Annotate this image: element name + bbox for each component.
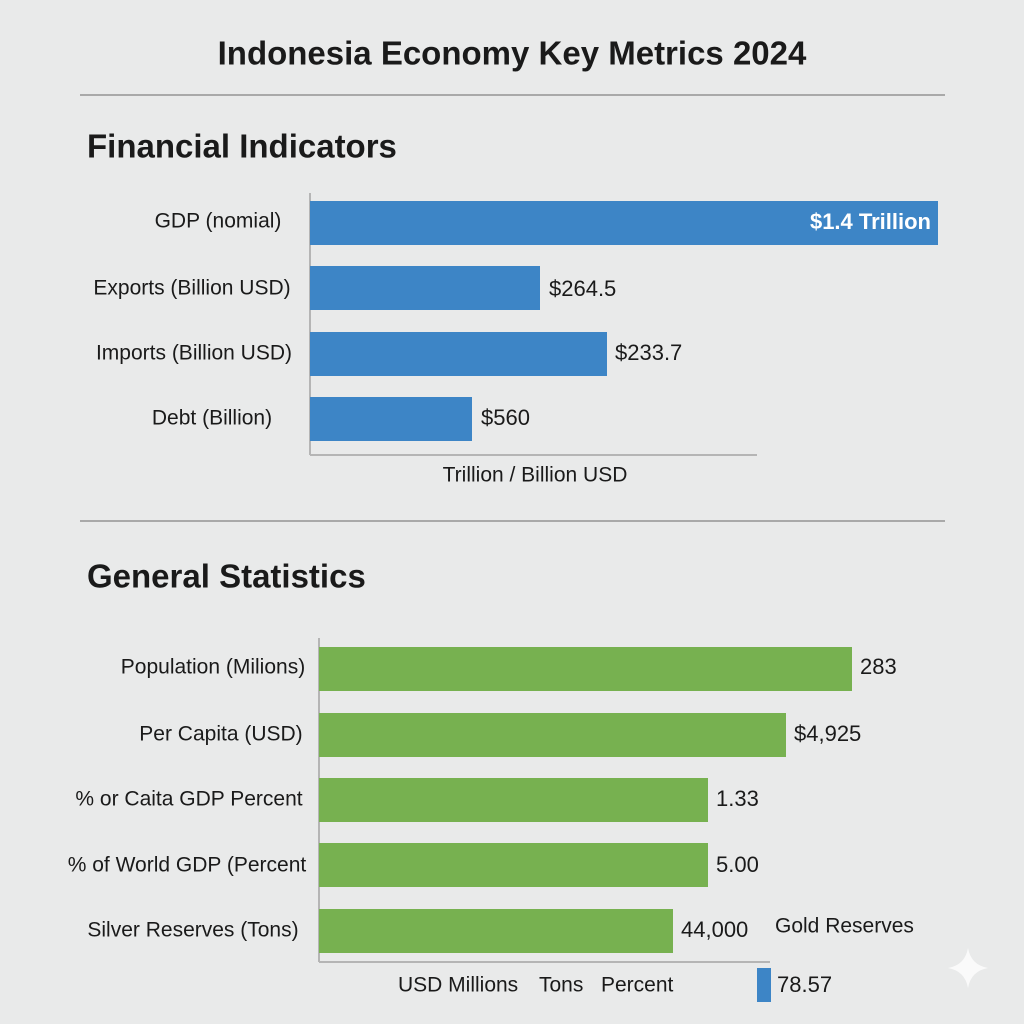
bar [310,397,472,441]
value-label: 5.00 [716,852,759,877]
bar [757,968,771,1002]
page-title: Indonesia Economy Key Metrics 2024 [218,35,807,72]
row-label: Silver Reserves (Tons) [87,919,298,942]
value-label: 1.33 [716,786,759,811]
value-label: 283 [860,654,897,679]
row-label: GDP (nomial) [155,210,282,233]
axis-label: Trillion / Billion USD [443,464,628,487]
bar [319,778,708,822]
row-label: Exports (Billion USD) [93,277,290,300]
bar [310,332,607,376]
value-label: $1.4 Trillion [810,209,931,234]
row-label: Debt (Billion) [152,407,272,430]
annotation: Gold Reserves [775,915,914,938]
bar [310,266,540,310]
bar [319,647,852,691]
axis-label: Percent [601,974,674,997]
value-label: $560 [481,405,530,430]
row-label: Per Capita (USD) [139,723,302,746]
row-label: % of World GDP (Percent [68,854,307,877]
section-heading: General Statistics [87,558,366,595]
value-label: 78.57 [777,972,832,997]
row-label: % or Caita GDP Percent [75,788,302,811]
sparkle-icon [948,948,988,988]
bar [319,843,708,887]
value-label: $4,925 [794,721,861,746]
bar [319,713,786,757]
value-label: $233.7 [615,340,682,365]
row-label: Population (Milions) [121,656,305,679]
value-label: 44,000 [681,917,748,942]
bar [319,909,673,953]
row-label: Imports (Billion USD) [96,342,292,365]
axis-label: Tons [539,974,583,997]
bar [310,201,938,245]
section-heading: Financial Indicators [87,128,397,165]
value-label: $264.5 [549,276,616,301]
axis-label: USD Millions [398,974,518,997]
